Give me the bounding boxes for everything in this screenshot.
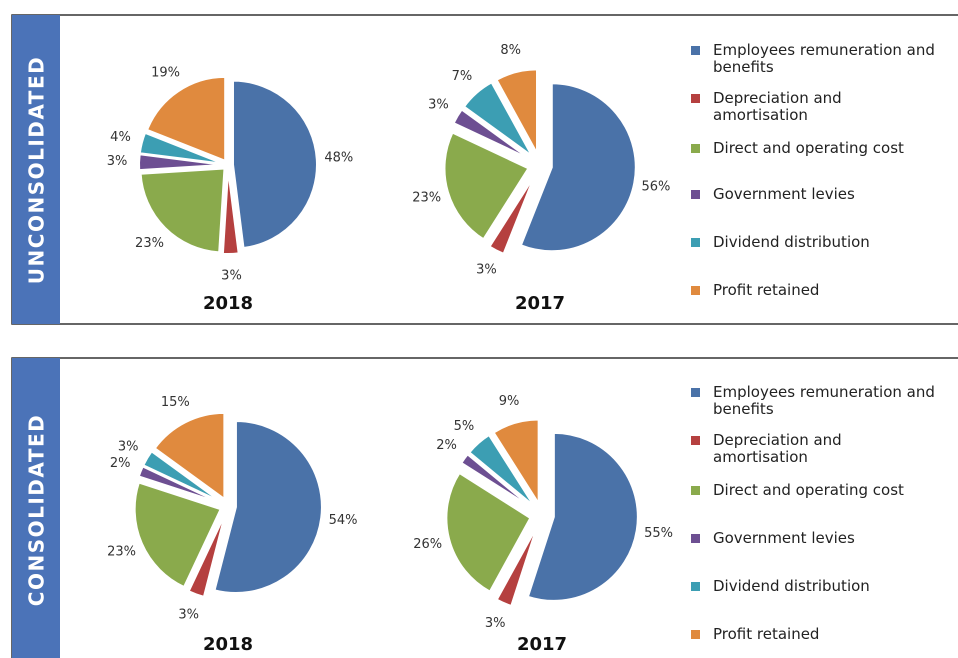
value-label: 3% [118,439,139,454]
legend-entry: Dividend distribution [691,577,938,595]
value-label: 48% [324,151,353,166]
value-label: 23% [135,236,164,251]
value-label: 19% [151,66,180,81]
legend-swatch [691,190,700,199]
pie-slice [492,418,540,507]
pie-slice [139,167,226,254]
legend-swatch [691,436,700,445]
panel-label: UNCONSOLIDATED [25,56,49,284]
pie-slice [459,452,533,509]
legend-label: Government levies [713,529,855,547]
pie-slice [153,411,226,501]
pie-slice [488,175,536,256]
chart-title: 2017 [517,634,567,655]
legend-swatch [691,238,700,247]
chart-title: 2018 [203,293,253,314]
legend-swatch [691,94,700,103]
pie-slice [495,525,539,608]
legend-label: Direct and operating cost [713,481,904,499]
legend-entry: Direct and operating cost [691,139,938,157]
legend-entry: Depreciation and amortisation [691,89,938,124]
legend-label: Depreciation and amortisation [713,431,842,466]
pie-slice [452,108,531,160]
value-label: 3% [428,97,449,112]
pie-slice [231,79,318,250]
chart-title: 2017 [515,293,565,314]
chart-title: 2018 [203,634,253,655]
value-label: 2% [436,438,457,453]
pie-slice [445,471,532,593]
pie-slice [495,68,539,154]
legend-entry: Government levies [691,185,938,203]
legend-label: Government levies [713,185,855,203]
value-label: 3% [178,608,199,623]
value-label: 23% [412,190,441,205]
pie-slice [133,481,223,589]
pie-slice [138,131,224,165]
pie-slice [138,153,224,172]
value-label: 2% [110,456,131,471]
legend-label: Dividend distribution [713,577,870,595]
legend-label: Direct and operating cost [713,139,904,157]
panel-band [12,15,60,324]
legend-entry: Government levies [691,529,938,547]
legend-entry: Profit retained [691,625,938,643]
pie-slice [187,513,227,599]
pie-slice [213,420,323,594]
value-label: 15% [161,395,190,410]
legend-swatch [691,534,700,543]
pie-slice [443,131,530,241]
legend-swatch [691,630,700,639]
legend-entry: Employees remuneration and benefits [691,41,938,76]
pie-slice [221,169,240,255]
legend-entry: Dividend distribution [691,233,938,251]
value-label: 9% [499,394,520,409]
legend-swatch [691,582,700,591]
value-label: 54% [329,513,358,528]
legend-label: Employees remuneration and benefits [713,41,935,76]
legend-swatch [691,144,700,153]
pie-slice [137,465,221,505]
value-label: 26% [413,537,442,552]
legend-label: Employees remuneration and benefits [713,383,935,418]
value-label: 3% [221,268,242,283]
pie-slice [141,449,222,503]
legend-entry: Employees remuneration and benefits [691,383,938,418]
legend-entry: Profit retained [691,281,938,299]
value-label: 55% [644,526,673,541]
legend-swatch [691,286,700,295]
value-label: 3% [107,154,128,169]
legend-entry: Direct and operating cost [691,481,938,499]
legend-entry: Depreciation and amortisation [691,431,938,466]
legend-label: Profit retained [713,281,820,299]
legend-label: Profit retained [713,625,820,643]
pie-slice [467,433,535,507]
pie-slice [526,431,639,602]
value-label: 3% [476,263,497,278]
legend-swatch [691,388,700,397]
panel-label: CONSOLIDATED [25,414,49,606]
legend-swatch [691,486,700,495]
value-label: 8% [500,43,521,58]
pie-slice [462,81,533,157]
value-label: 3% [485,616,506,631]
legend-swatch [691,46,700,55]
value-label: 23% [107,545,136,560]
value-label: 4% [110,130,131,145]
pie-slice [519,82,637,253]
value-label: 56% [641,180,670,195]
pie-slice [145,75,227,163]
value-label: 5% [454,419,475,434]
legend-label: Depreciation and amortisation [713,89,842,124]
legend-label: Dividend distribution [713,233,870,251]
panel-band [12,358,60,658]
value-label: 7% [452,69,473,84]
